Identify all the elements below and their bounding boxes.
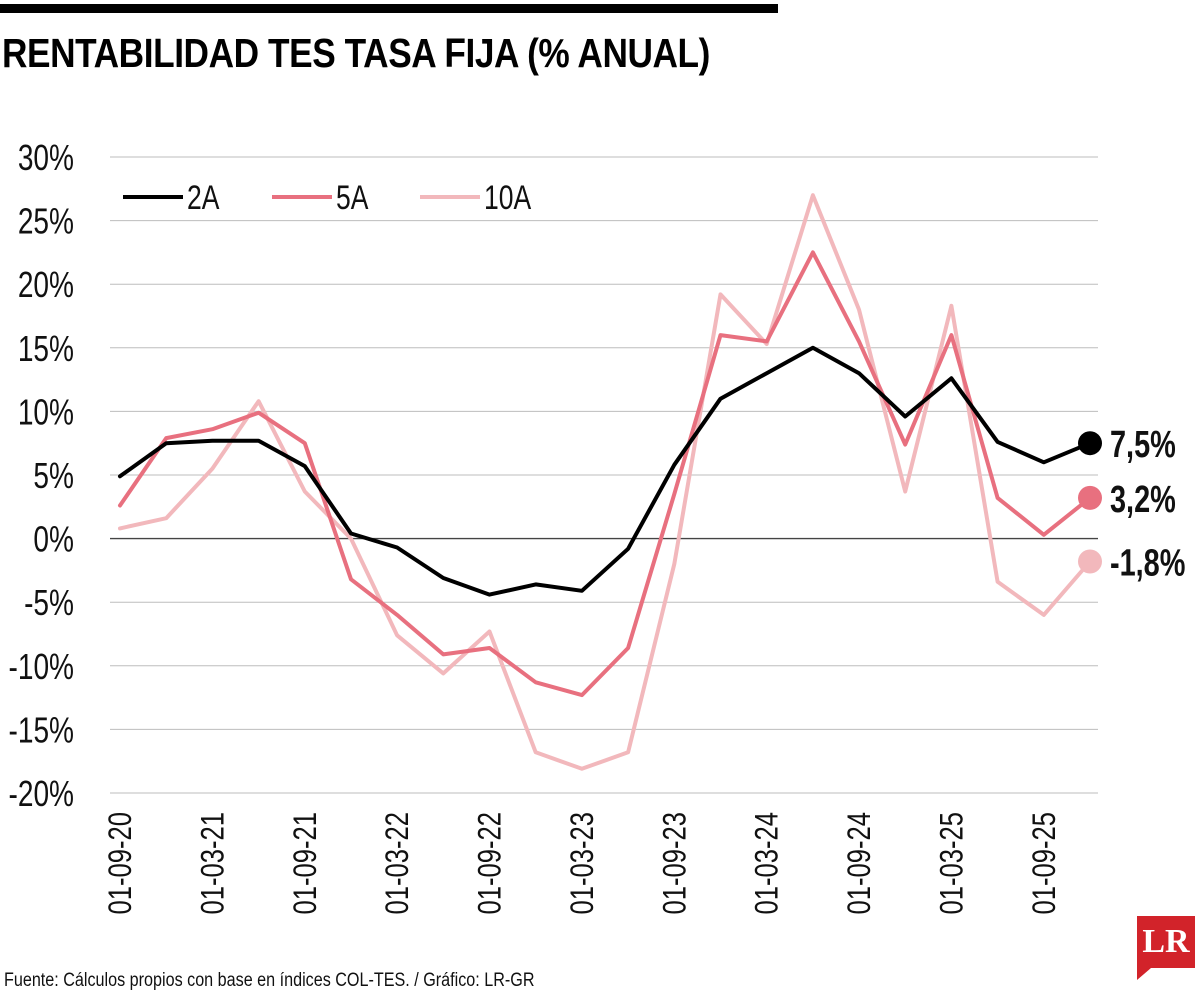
lr-logo: LR	[1137, 916, 1195, 980]
legend-label: 2A	[187, 179, 220, 217]
series-line-10A	[118, 193, 1092, 771]
end-label-5A: 3,2%	[1110, 478, 1176, 521]
x-tick-label: 01-09-20	[103, 812, 138, 914]
end-marker-2A	[1078, 431, 1102, 456]
end-label-2A: 7,5%	[1110, 423, 1176, 466]
x-tick-label: 01-09-24	[842, 812, 877, 914]
x-tick-label: 01-03-21	[196, 812, 231, 914]
x-tick-label: 01-09-23	[658, 812, 693, 914]
y-tick-label: 10%	[18, 392, 74, 432]
x-tick-label: 01-03-23	[565, 812, 600, 914]
y-tick-label: 20%	[18, 265, 74, 305]
logo-fold	[1137, 968, 1151, 980]
end-markers: 7,5% 3,2% -1,8%	[1078, 423, 1185, 585]
legend-label: 5A	[336, 179, 369, 217]
legend-label: 10A	[484, 179, 532, 217]
y-tick-label: -15%	[8, 710, 74, 750]
grid-lines	[110, 156, 1098, 794]
legend: 2A 5A 10A	[123, 179, 532, 217]
y-tick-label: -5%	[24, 583, 74, 623]
x-tick-label: 01-03-24	[750, 812, 785, 914]
y-axis-tick-labels: -20% -15% -10% -5% 0% 5% 10% 15% 20% 25% 30%	[8, 138, 74, 814]
series-line-5A	[118, 250, 1092, 698]
y-tick-label: 25%	[18, 201, 74, 241]
x-tick-label: 01-09-22	[473, 812, 508, 914]
y-tick-label: 0%	[33, 519, 74, 559]
end-label-10A: -1,8%	[1110, 542, 1185, 585]
y-tick-label: 15%	[18, 328, 74, 368]
top-rule	[0, 4, 778, 13]
x-tick-label: 01-09-25	[1027, 812, 1062, 914]
x-axis-tick-labels: 01-09-20 01-03-21 01-09-21 01-03-22 01-09-22…	[103, 812, 1062, 914]
end-marker-5A	[1078, 485, 1102, 510]
y-tick-label: 5%	[33, 456, 74, 496]
x-tick-label: 01-03-25	[935, 812, 970, 914]
series-lines	[118, 193, 1092, 771]
y-tick-label: 30%	[18, 138, 74, 178]
x-tick-label: 01-03-22	[381, 812, 416, 914]
x-tick-label: 01-09-21	[288, 812, 323, 914]
chart-title: RENTABILIDAD TES TASA FIJA (% ANUAL)	[2, 30, 710, 76]
y-tick-label: -10%	[8, 646, 74, 686]
series-line-2A	[118, 345, 1092, 597]
logo-text: LR	[1142, 923, 1190, 960]
logo-box	[1137, 916, 1195, 968]
source-note: Fuente: Cálculos propios con base en índ…	[4, 970, 535, 991]
end-marker-10A	[1078, 549, 1102, 574]
y-tick-label: -20%	[8, 774, 74, 814]
